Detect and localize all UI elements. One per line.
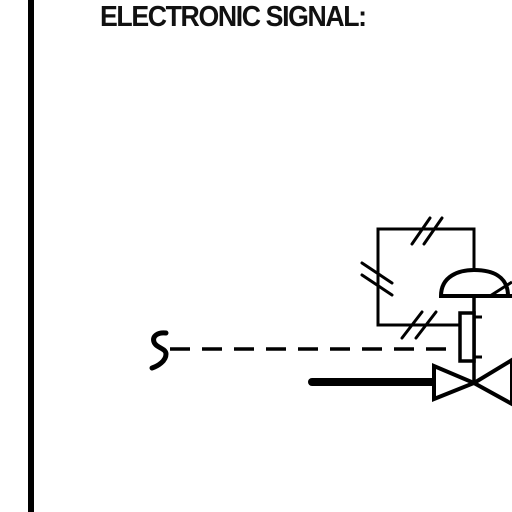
control-valve-right-icon — [470, 357, 512, 407]
bottom-hash-marks-icon — [400, 310, 438, 340]
left-border-rule — [28, 0, 34, 512]
feedback-loop-line — [376, 227, 476, 327]
top-hash-marks-icon — [410, 216, 444, 246]
positioner-box — [458, 311, 476, 363]
actuator-linkage-line — [489, 280, 512, 298]
section-heading: ELECTRONIC SIGNAL: — [100, 1, 367, 33]
signal-source-squiggle-icon — [149, 330, 169, 371]
left-hash-marks-icon — [360, 261, 394, 297]
control-valve-icon — [432, 362, 480, 402]
